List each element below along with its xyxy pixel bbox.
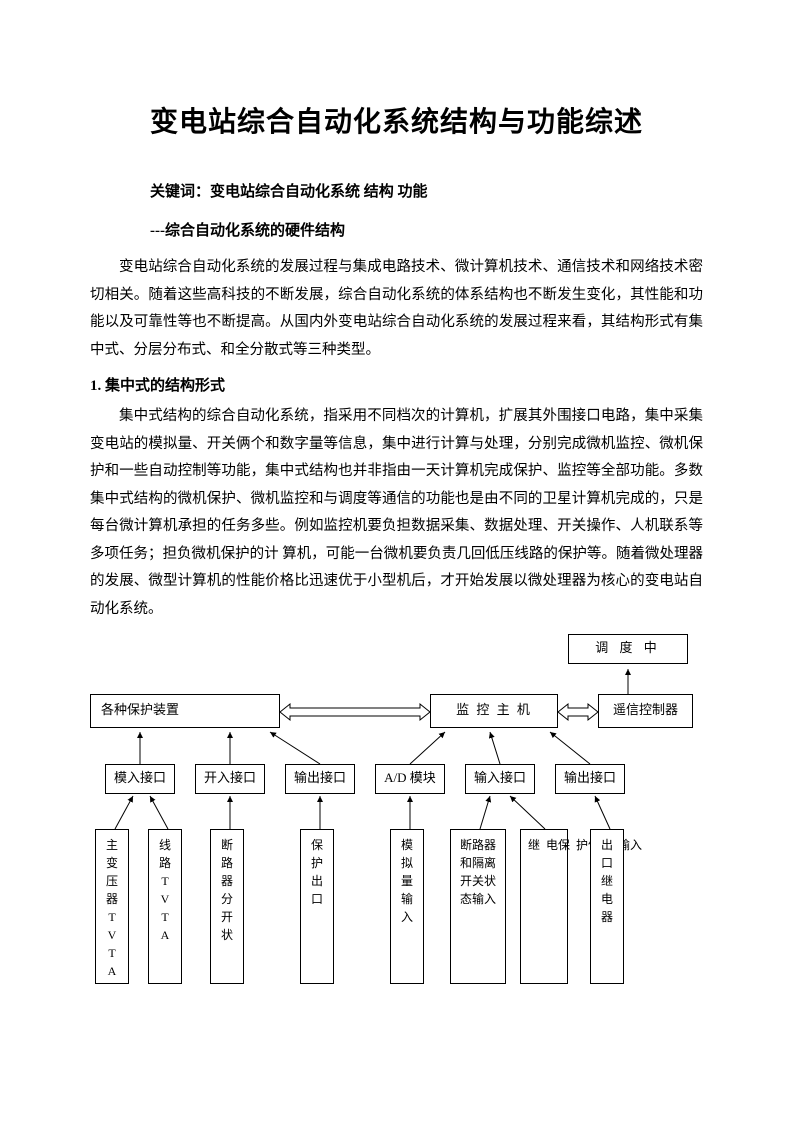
node-protect-out: 保护出口 xyxy=(300,829,334,984)
section-heading-1: 1. 集中式的结构形式 xyxy=(90,374,703,395)
node-relay-info: 继 电保 护信 息输入 xyxy=(520,829,568,984)
node-monitor-host: 监 控 主 机 xyxy=(430,694,558,728)
node-analog-in: 模入接口 xyxy=(105,764,175,794)
node-exit-relay: 出口继电器 xyxy=(590,829,624,984)
node-output-if2: 输出接口 xyxy=(555,764,625,794)
node-line-tvta: 线路TV TA xyxy=(148,829,182,984)
paragraph-1: 变电站综合自动化系统的发展过程与集成电路技术、微计算机技术、通信技术和网络技术密… xyxy=(90,254,703,364)
node-breaker-iso: 断路器和隔离开关状态输入 xyxy=(450,829,506,984)
node-switch-in: 开入接口 xyxy=(195,764,265,794)
keywords-line: 关键词：变电站综合自动化系统 结构 功能 xyxy=(150,180,703,201)
page-title: 变电站综合自动化系统结构与功能综述 xyxy=(90,100,703,140)
node-remote-ctrl: 遥信控制器 xyxy=(598,694,693,728)
node-output-if1: 输出接口 xyxy=(285,764,355,794)
node-analog-input: 模拟量输入 xyxy=(390,829,424,984)
node-main-trans: 主变压器TV TA xyxy=(95,829,129,984)
structure-diagram: 调 度 中 各种保护装置 监 控 主 机 遥信控制器 模入接口 开入接口 输出接… xyxy=(90,634,703,1004)
paragraph-2: 集中式结构的综合自动化系统，指采用不同档次的计算机，扩展其外围接口电路，集中采集… xyxy=(90,403,703,623)
node-breaker: 断路器分开状 xyxy=(210,829,244,984)
subtitle: ---综合自动化系统的硬件结构 xyxy=(150,219,703,240)
node-dispatch: 调 度 中 xyxy=(568,634,688,664)
node-input-if: 输入接口 xyxy=(465,764,535,794)
node-ad-module: A/D 模块 xyxy=(375,764,445,794)
node-protect-dev: 各种保护装置 xyxy=(90,694,280,728)
